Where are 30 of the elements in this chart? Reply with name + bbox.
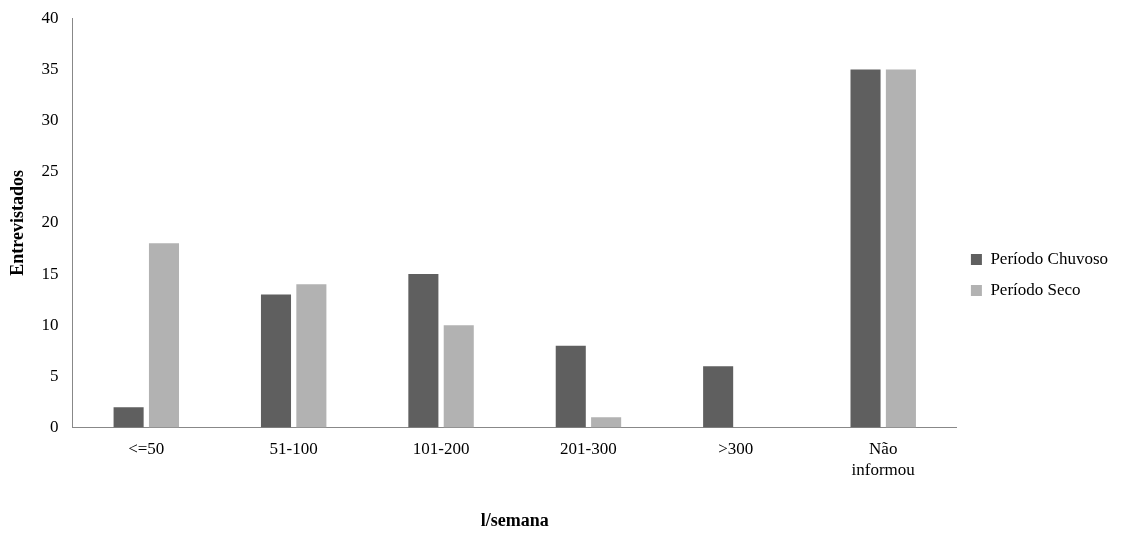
y-tick-label: 40 — [41, 7, 59, 27]
bar — [443, 325, 474, 428]
y-tick-label: 25 — [41, 161, 59, 181]
x-axis-title: l/semana — [480, 509, 549, 530]
legend-label: Período Chuvoso — [990, 248, 1108, 268]
x-tick-label: Não informou — [851, 439, 916, 479]
y-axis-title: Entrevistados — [7, 170, 28, 276]
bar — [148, 243, 180, 428]
y-tick-label: 5 — [50, 365, 59, 385]
bar — [703, 366, 734, 428]
y-tick-label: 30 — [41, 110, 59, 130]
y-tick-label: 10 — [41, 314, 59, 334]
x-tick-label: 101-200 — [412, 439, 470, 459]
legend-label: Período Seco — [990, 279, 1081, 299]
bar — [296, 284, 327, 428]
y-tick-label: 0 — [50, 417, 59, 437]
x-tick-label: 51-100 — [269, 439, 318, 459]
x-tick-label: >300 — [718, 439, 754, 459]
bar — [885, 69, 916, 428]
y-tick-label: 35 — [41, 58, 59, 78]
y-tick-label: 20 — [41, 212, 59, 232]
bar — [591, 417, 622, 428]
bar — [555, 345, 586, 428]
bar — [408, 274, 439, 428]
bar — [260, 294, 292, 428]
x-tick-label: <=50 — [128, 439, 165, 459]
y-tick-label: 15 — [41, 263, 59, 283]
bar — [850, 69, 881, 428]
x-tick-label: 201-300 — [560, 439, 617, 459]
bar — [113, 407, 144, 428]
